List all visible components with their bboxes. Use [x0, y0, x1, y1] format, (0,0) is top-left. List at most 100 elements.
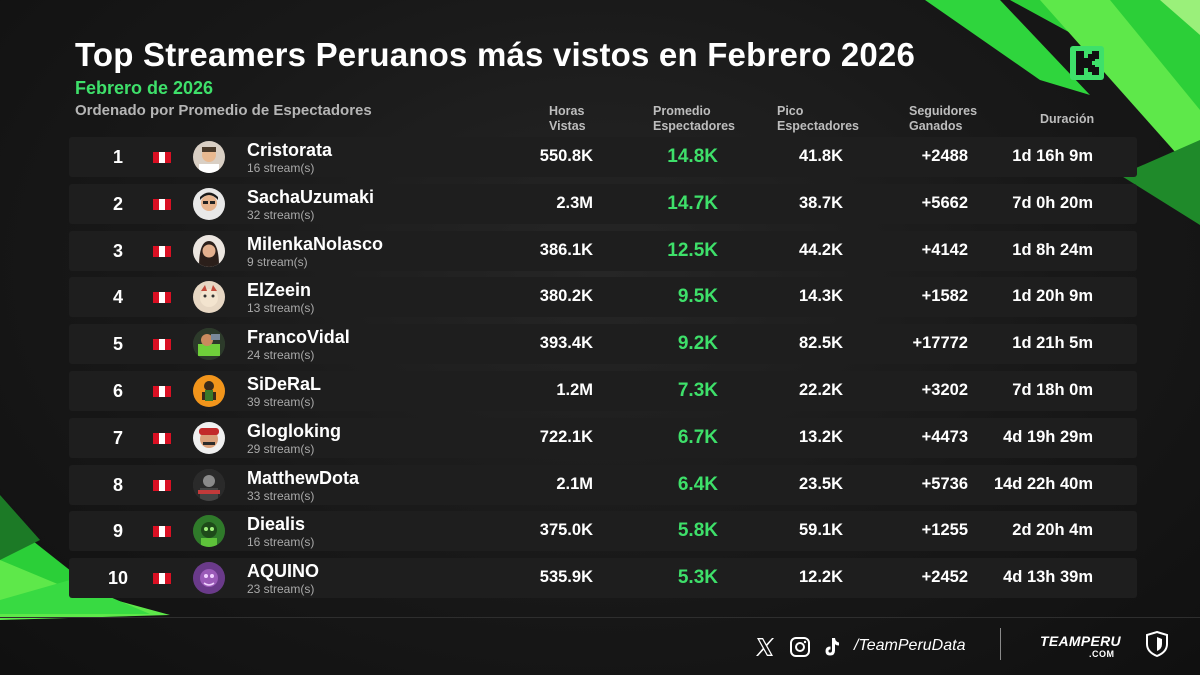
average-viewers: 5.3K: [677, 567, 718, 589]
peru-flag-icon: [153, 432, 171, 444]
column-header-hours: Horas Vistas: [549, 104, 586, 133]
peak-viewers: 41.8K: [798, 147, 843, 165]
stream-count: 16 stream(s): [247, 535, 315, 550]
rank: 9: [112, 521, 123, 542]
peak-viewers: 44.2K: [798, 240, 843, 259]
avatar: [193, 141, 225, 173]
column-header-followers: Seguidores Ganados: [909, 104, 978, 133]
followers-gained: +1582: [921, 287, 968, 306]
footer-divider: [0, 617, 1200, 618]
duration: 2d 20h 4m: [1012, 521, 1093, 540]
rank: 7: [112, 427, 123, 448]
kick-logo-icon: [1070, 46, 1104, 80]
rank: 6: [112, 380, 123, 401]
shield-logo-icon: [1146, 631, 1168, 657]
average-viewers: 14.7K: [667, 192, 718, 214]
avatar: [193, 234, 225, 267]
hours-watched: 1.2M: [556, 380, 593, 399]
hours-watched: 2.1M: [556, 474, 593, 493]
average-viewers: 9.5K: [677, 286, 718, 308]
duration: 7d 0h 20m: [1012, 193, 1093, 212]
rank: 4: [112, 287, 123, 308]
table-row: 3 MilenkaNolasco 9 stream(s) 386.1K 12.5…: [69, 230, 1137, 271]
table-row: 4 ElZeein 13 stream(s) 380.2K 9.5K 14.3K…: [69, 277, 1137, 318]
streamer-name: Glogloking: [247, 420, 341, 441]
footer-separator: [1000, 628, 1001, 660]
peak-viewers: 22.2K: [798, 380, 843, 399]
avatar: [193, 421, 225, 454]
hours-watched: 375.0K: [539, 521, 593, 540]
average-viewers: 7.3K: [677, 379, 718, 401]
rank: 2: [112, 193, 123, 214]
followers-gained: +2488: [921, 147, 968, 165]
table-row: 1 Cristorata 16 stream(s) 550.8K 14.8K 4…: [69, 137, 1137, 177]
duration: 1d 8h 24m: [1012, 240, 1093, 259]
hours-watched: 722.1K: [539, 427, 593, 446]
avatar: [193, 468, 225, 501]
peak-viewers: 13.2K: [798, 427, 843, 446]
stream-count: 39 stream(s): [247, 394, 315, 409]
stream-count: 32 stream(s): [247, 207, 315, 222]
followers-gained: +5662: [921, 193, 968, 212]
stream-count: 16 stream(s): [247, 161, 315, 175]
peru-flag-icon: [153, 292, 171, 304]
stream-count: 23 stream(s): [247, 582, 315, 597]
streamer-name: MilenkaNolasco: [247, 233, 384, 254]
peru-flag-icon: [153, 573, 171, 585]
stream-count: 9 stream(s): [247, 254, 308, 269]
social-handle[interactable]: /TeamPeruData: [854, 637, 966, 654]
followers-gained: +2452: [921, 568, 968, 587]
average-viewers: 6.7K: [677, 426, 718, 448]
hours-watched: 386.1K: [539, 240, 593, 259]
table-row: 8 MatthewDota 33 stream(s) 2.1M 6.4K 23.…: [69, 464, 1137, 505]
followers-gained: +1255: [921, 521, 968, 540]
rank: 1: [112, 147, 123, 167]
page-title: Top Streamers Peruanos más vistos en Feb…: [75, 36, 916, 73]
column-header-avg: Promedio Espectadores: [653, 104, 735, 133]
streamer-name: Diealis: [247, 514, 306, 535]
peak-viewers: 38.7K: [798, 193, 843, 212]
hours-watched: 393.4K: [539, 334, 593, 353]
streamer-name: MatthewDota: [247, 467, 359, 488]
peak-viewers: 14.3K: [798, 287, 843, 306]
average-viewers: 14.8K: [667, 146, 718, 167]
rank: 5: [112, 334, 123, 355]
duration: 4d 19h 29m: [1003, 427, 1093, 446]
rank: 10: [107, 568, 129, 589]
ranking-table: 1 Cristorata 16 stream(s) 550.8K 14.8K 4…: [69, 137, 1137, 605]
column-header-peak: Pico Espectadores: [777, 104, 859, 133]
tiktok-icon[interactable]: [822, 635, 842, 659]
duration: 1d 16h 9m: [1012, 147, 1093, 165]
peru-flag-icon: [153, 198, 171, 210]
peru-flag-icon: [153, 245, 171, 257]
table-row: 9 Diealis 16 stream(s) 375.0K 5.8K 59.1K…: [69, 511, 1137, 552]
instagram-icon[interactable]: [789, 635, 811, 659]
duration: 14d 22h 40m: [993, 474, 1093, 493]
peak-viewers: 82.5K: [798, 334, 843, 353]
streamer-name: AQUINO: [247, 561, 319, 582]
page-subtitle: Febrero de 2026: [75, 78, 214, 98]
stream-count: 24 stream(s): [247, 348, 315, 363]
table-row: 6 SiDeRaL 39 stream(s) 1.2M 7.3K 22.2K +…: [69, 370, 1137, 411]
followers-gained: +17772: [912, 334, 968, 353]
average-viewers: 12.5K: [667, 239, 718, 261]
stream-count: 33 stream(s): [247, 488, 315, 503]
peru-flag-icon: [153, 526, 171, 538]
hours-watched: 550.8K: [539, 147, 593, 165]
x-icon[interactable]: [754, 635, 776, 659]
avatar: [193, 515, 225, 548]
peru-flag-icon: [153, 152, 171, 163]
column-header-duration: Duración: [1040, 112, 1095, 126]
peru-flag-icon: [153, 385, 171, 397]
peru-flag-icon: [153, 479, 171, 491]
streamer-name: SiDeRaL: [247, 373, 322, 394]
avatar: [193, 374, 225, 407]
followers-gained: +5736: [921, 474, 968, 493]
streamer-name: Cristorata: [247, 140, 333, 160]
average-viewers: 6.4K: [677, 473, 718, 495]
stream-count: 13 stream(s): [247, 301, 315, 316]
stream-count: 29 stream(s): [247, 441, 315, 456]
peru-flag-icon: [153, 339, 171, 351]
average-viewers: 9.2K: [677, 333, 718, 355]
